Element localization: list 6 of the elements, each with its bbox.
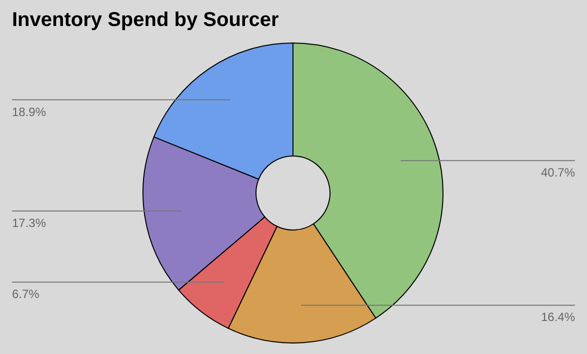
chart-title: Inventory Spend by Sourcer — [12, 9, 279, 31]
data-label: 18.9% — [12, 104, 46, 119]
data-label: 16.4% — [540, 310, 576, 324]
data-label: 6.7% — [12, 287, 40, 302]
data-label: 40.7% — [540, 166, 576, 180]
data-label: 17.3% — [12, 216, 46, 230]
